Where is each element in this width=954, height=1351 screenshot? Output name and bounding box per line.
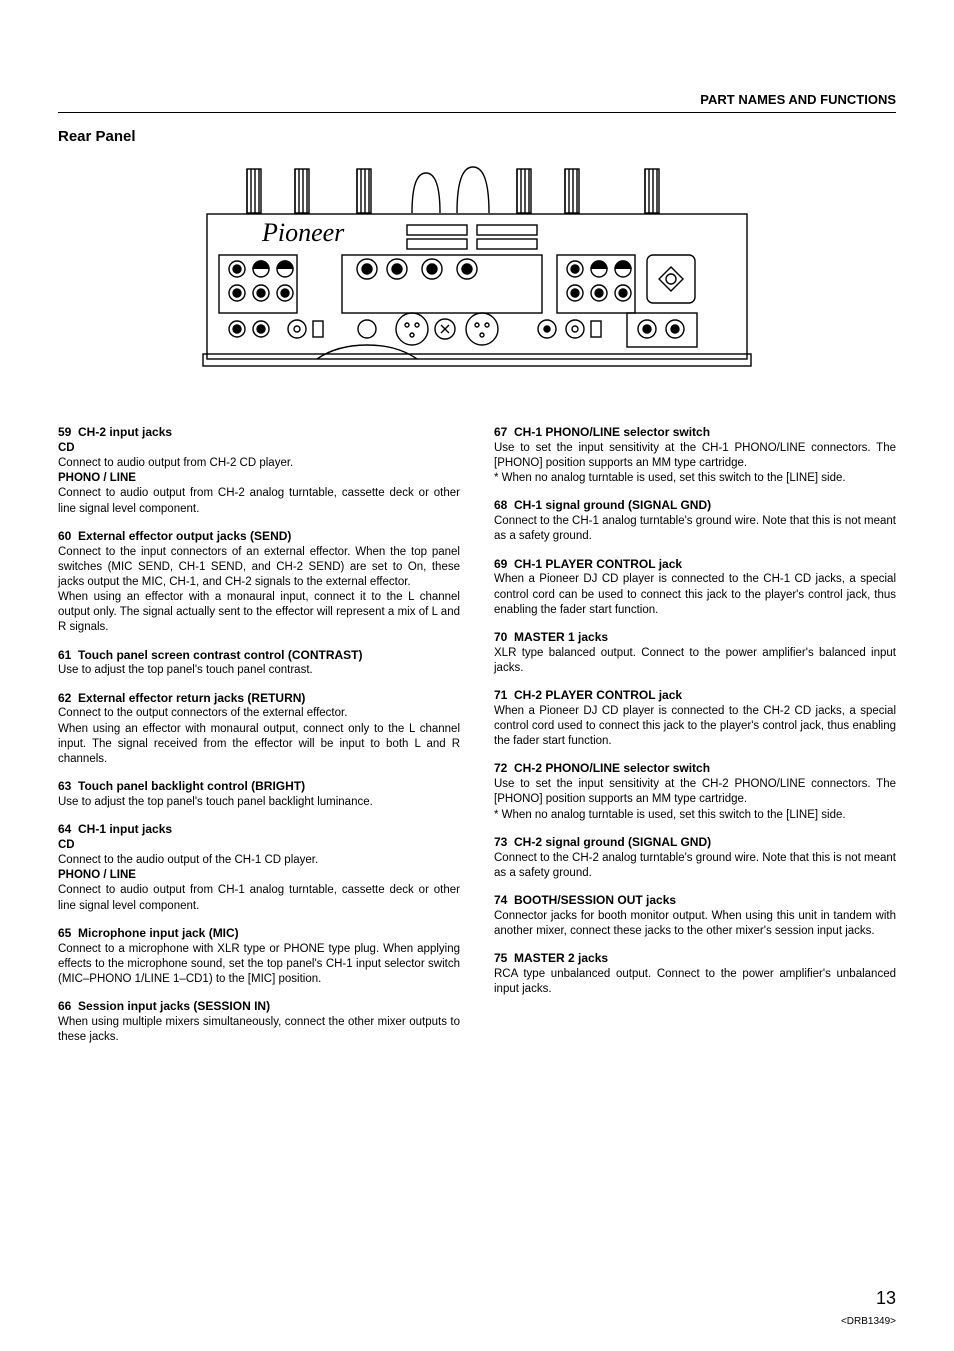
item-heading: 71 CH-2 PLAYER CONTROL jack [494,688,896,704]
item-74: 74 BOOTH/SESSION OUT jacksConnector jack… [494,893,896,939]
item-body: Connect to audio output from CH-1 analog… [58,883,460,913]
item-heading: 68 CH-1 signal ground (SIGNAL GND) [494,498,896,514]
item-65: 65 Microphone input jack (MIC)Connect to… [58,926,460,987]
item-69: 69 CH-1 PLAYER CONTROL jackWhen a Pionee… [494,557,896,618]
item-heading: 69 CH-1 PLAYER CONTROL jack [494,557,896,573]
content-columns: 59 CH-2 input jacksCDConnect to audio ou… [58,425,896,1057]
item-75: 75 MASTER 2 jacksRCA type unbalanced out… [494,951,896,997]
item-subheading: PHONO / LINE [58,868,460,883]
item-heading: 59 CH-2 input jacks [58,425,460,441]
item-body: Use to set the input sensitivity at the … [494,441,896,471]
item-heading: 64 CH-1 input jacks [58,822,460,838]
rear-panel-diagram: Pioneer [197,159,757,389]
item-heading: 66 Session input jacks (SESSION IN) [58,999,460,1015]
item-subheading: CD [58,441,460,456]
item-body: Connect to audio output from CH-2 CD pla… [58,456,460,471]
item-heading: 63 Touch panel backlight control (BRIGHT… [58,779,460,795]
item-73: 73 CH-2 signal ground (SIGNAL GND)Connec… [494,835,896,881]
item-subheading: PHONO / LINE [58,471,460,486]
item-note: * When no analog turntable is used, set … [494,808,896,823]
item-body: When using an effector with monaural out… [58,722,460,768]
item-body: Use to adjust the top panel's touch pane… [58,795,460,810]
item-body: When using multiple mixers simultaneousl… [58,1015,460,1045]
item-61: 61 Touch panel screen contrast control (… [58,648,460,679]
item-heading: 74 BOOTH/SESSION OUT jacks [494,893,896,909]
item-heading: 62 External effector return jacks (RETUR… [58,691,460,707]
left-column: 59 CH-2 input jacksCDConnect to audio ou… [58,425,460,1057]
item-body: Connect to the audio output of the CH-1 … [58,853,460,868]
item-body: Use to set the input sensitivity at the … [494,777,896,807]
item-heading: 67 CH-1 PHONO/LINE selector switch [494,425,896,441]
page-number: 13 [876,1288,896,1309]
item-66: 66 Session input jacks (SESSION IN)When … [58,999,460,1045]
item-72: 72 CH-2 PHONO/LINE selector switchUse to… [494,761,896,822]
item-body: Connector jacks for booth monitor output… [494,909,896,939]
item-heading: 75 MASTER 2 jacks [494,951,896,967]
item-heading: 60 External effector output jacks (SEND) [58,529,460,545]
right-column: 67 CH-1 PHONO/LINE selector switchUse to… [494,425,896,1057]
item-64: 64 CH-1 input jacksCDConnect to the audi… [58,822,460,914]
item-68: 68 CH-1 signal ground (SIGNAL GND)Connec… [494,498,896,544]
item-59: 59 CH-2 input jacksCDConnect to audio ou… [58,425,460,517]
item-body: Use to adjust the top panel's touch pane… [58,663,460,678]
item-heading: 65 Microphone input jack (MIC) [58,926,460,942]
item-body: XLR type balanced output. Connect to the… [494,646,896,676]
item-body: Connect to audio output from CH-2 analog… [58,486,460,516]
item-body: RCA type unbalanced output. Connect to t… [494,967,896,997]
item-heading: 61 Touch panel screen contrast control (… [58,648,460,664]
item-heading: 70 MASTER 1 jacks [494,630,896,646]
item-60: 60 External effector output jacks (SEND)… [58,529,460,636]
item-subheading: CD [58,838,460,853]
header-rule [58,112,896,113]
header-section: PART NAMES AND FUNCTIONS [700,92,896,107]
item-note: * When no analog turntable is used, set … [494,471,896,486]
item-body: When using an effector with a monaural i… [58,590,460,636]
item-body: When a Pioneer DJ CD player is connected… [494,704,896,750]
item-body: Connect to the CH-2 analog turntable's g… [494,851,896,881]
item-body: Connect to a microphone with XLR type or… [58,942,460,988]
svg-text:Pioneer: Pioneer [261,218,345,247]
item-71: 71 CH-2 PLAYER CONTROL jackWhen a Pionee… [494,688,896,749]
item-63: 63 Touch panel backlight control (BRIGHT… [58,779,460,810]
item-62: 62 External effector return jacks (RETUR… [58,691,460,768]
item-body: Connect to the output connectors of the … [58,706,460,721]
item-70: 70 MASTER 1 jacksXLR type balanced outpu… [494,630,896,676]
section-title: Rear Panel [58,128,896,145]
item-body: Connect to the CH-1 analog turntable's g… [494,514,896,544]
item-67: 67 CH-1 PHONO/LINE selector switchUse to… [494,425,896,486]
document-id: <DRB1349> [841,1316,896,1327]
item-body: Connect to the input connectors of an ex… [58,545,460,591]
item-heading: 72 CH-2 PHONO/LINE selector switch [494,761,896,777]
item-heading: 73 CH-2 signal ground (SIGNAL GND) [494,835,896,851]
item-body: When a Pioneer DJ CD player is connected… [494,572,896,618]
